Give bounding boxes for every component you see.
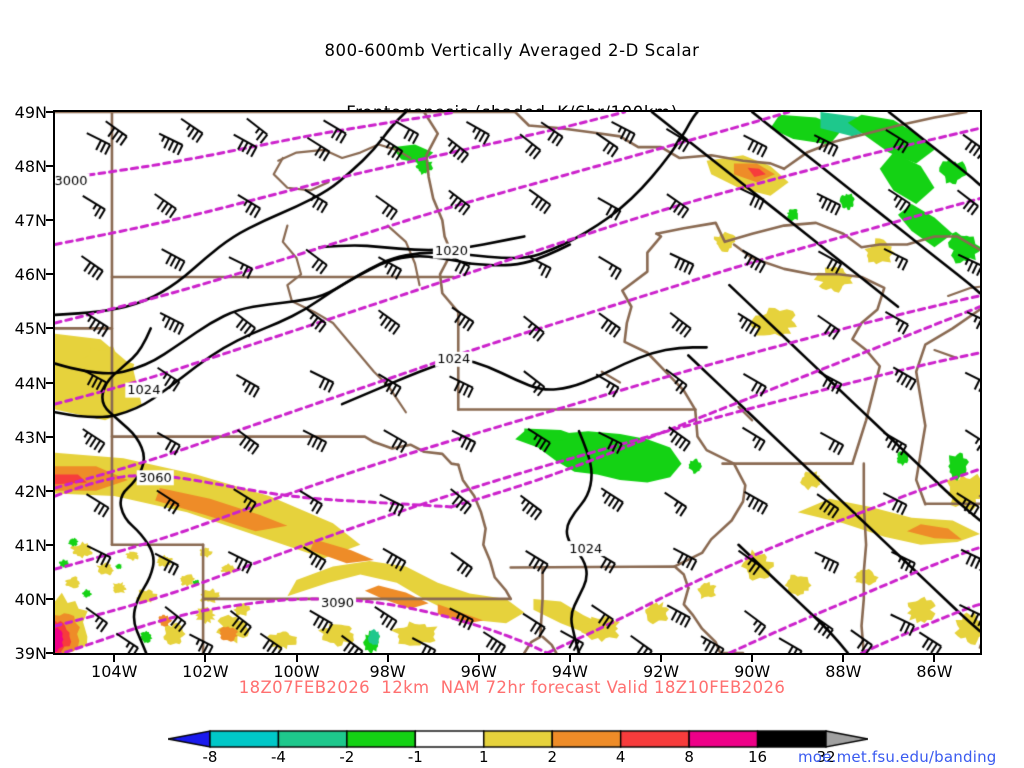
lon-tick-label: 96W — [460, 662, 497, 681]
colorbar-tick: 16 — [748, 748, 768, 766]
lon-tick-label: 98W — [369, 662, 406, 681]
lon-tick-label: 90W — [734, 662, 771, 681]
lat-tick-label: 48N — [14, 157, 47, 177]
lon-tick-mark — [386, 655, 389, 662]
lat-tick-label: 46N — [14, 265, 47, 285]
valid-time-caption: 18Z07FEB2026 12km NAM 72hr forecast Vali… — [238, 678, 786, 697]
colorbar-swatches — [168, 728, 868, 750]
lon-tick-label: 94W — [551, 662, 588, 681]
lat-tick-mark — [46, 435, 53, 438]
lat-tick-mark — [46, 273, 53, 276]
lon-tick-mark — [568, 655, 571, 662]
lat-tick-mark — [46, 219, 53, 222]
lon-tick-mark — [204, 655, 207, 662]
colorbar-tick-labels: -8 -4 -2 -1 1 2 4 8 16 32 — [168, 748, 868, 768]
lat-tick-mark — [46, 543, 53, 546]
colorbar[interactable]: -8 -4 -2 -1 1 2 4 8 16 32 — [168, 728, 868, 768]
colorbar-tick: 2 — [547, 748, 557, 766]
colorbar-tick: -8 — [202, 748, 218, 766]
lon-tick-label: 88W — [825, 662, 862, 681]
lon-tick-label: 86W — [916, 662, 953, 681]
colorbar-tick: 4 — [615, 748, 626, 766]
lat-tick-mark — [46, 165, 53, 168]
lon-tick-label: 104W — [91, 662, 138, 681]
lat-tick-label: 44N — [14, 373, 47, 393]
colorbar-tick: 32 — [816, 748, 836, 766]
lat-tick-mark — [46, 489, 53, 492]
lon-tick-mark — [933, 655, 936, 662]
lat-tick-label: 41N — [14, 535, 47, 555]
lon-tick-label: 92W — [642, 662, 680, 681]
lon-tick-mark — [660, 655, 663, 662]
lon-tick-label: 102W — [182, 662, 229, 681]
lon-tick-mark — [295, 655, 298, 662]
lat-tick-mark — [46, 381, 53, 384]
title-line-1: 800-600mb Vertically Averaged 2-D Scalar — [324, 41, 700, 60]
lon-tick-mark — [113, 655, 116, 662]
longitude-axis: 104W 102W 100W 98W 96W 94W 92W 90W 88W 86W — [0, 660, 1024, 682]
colorbar-tick: 1 — [478, 748, 489, 766]
lat-tick-label: 40N — [14, 589, 47, 609]
lat-tick-label: 47N — [14, 211, 47, 231]
source-watermark: moe.met.fsu.edu/banding — [798, 748, 997, 766]
lat-tick-label: 49N — [14, 103, 47, 122]
lon-tick-mark — [477, 655, 480, 662]
lat-tick-mark — [46, 597, 53, 600]
colorbar-tick: 8 — [684, 748, 694, 766]
lon-tick-mark — [842, 655, 845, 662]
map-plot-area[interactable] — [53, 110, 982, 655]
lon-tick-label: 100W — [273, 662, 320, 681]
lat-tick-label: 45N — [14, 319, 47, 339]
colorbar-tick: -4 — [270, 748, 286, 766]
lat-tick-label: 39N — [14, 644, 47, 663]
colorbar-tick: -1 — [407, 748, 423, 766]
lat-tick-mark — [46, 652, 53, 654]
frontogenesis-map-canvas — [55, 112, 980, 653]
lat-tick-mark — [46, 111, 53, 113]
lon-tick-mark — [751, 655, 754, 662]
lat-tick-mark — [46, 327, 53, 330]
colorbar-tick: -2 — [339, 748, 355, 766]
lat-tick-label: 43N — [14, 427, 47, 447]
lat-tick-label: 42N — [14, 481, 47, 501]
